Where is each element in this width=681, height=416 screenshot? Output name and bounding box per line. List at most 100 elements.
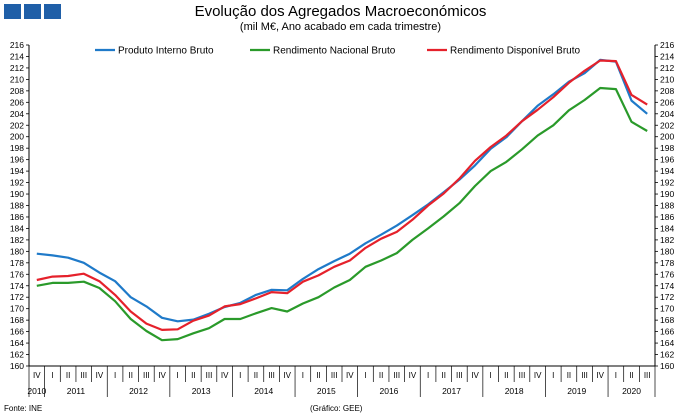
x-tick-label: III xyxy=(331,371,338,380)
y-tick-label-right: 160 xyxy=(660,361,674,371)
x-tick-label: I xyxy=(239,371,241,380)
x-tick-label: II xyxy=(567,371,571,380)
source-note: Fonte: INE xyxy=(4,404,43,413)
y-tick-label-left: 198 xyxy=(10,143,24,153)
x-tick-label: III xyxy=(644,371,651,380)
y-tick-label-right: 210 xyxy=(660,74,674,84)
series-line-2 xyxy=(36,86,648,342)
x-tick-label: I xyxy=(427,371,429,380)
x-tick-label: II xyxy=(441,371,445,380)
year-label: 2018 xyxy=(505,386,524,396)
y-tick-label-left: 208 xyxy=(10,86,24,96)
x-tick-label: I xyxy=(364,371,366,380)
x-tick-label: III xyxy=(80,371,87,380)
y-tick-label-right: 166 xyxy=(660,327,674,337)
y-tick-label-left: 194 xyxy=(10,166,24,176)
x-tick-label: III xyxy=(519,371,526,380)
x-tick-label: III xyxy=(268,371,275,380)
brand-square-1 xyxy=(4,4,21,19)
y-tick-label-left: 172 xyxy=(10,292,24,302)
series-line-3 xyxy=(36,59,648,331)
x-tick-label: III xyxy=(581,371,588,380)
x-tick-label: III xyxy=(393,371,400,380)
x-tick-label: IV xyxy=(221,371,229,380)
y-tick-label-right: 198 xyxy=(660,143,674,153)
y-tick-label-left: 160 xyxy=(10,361,24,371)
y-tick-label-left: 192 xyxy=(10,178,24,188)
y-tick-label-right: 186 xyxy=(660,212,674,222)
y-tick-label-right: 172 xyxy=(660,292,674,302)
chart-title: Evolução dos Agregados Macroeconómicos xyxy=(194,3,487,20)
credit-note: (Gráfico: GEE) xyxy=(310,404,363,413)
x-tick-label: I xyxy=(51,371,53,380)
year-label: 2011 xyxy=(67,386,86,396)
y-tick-label-left: 214 xyxy=(10,51,24,61)
y-tick-label-right: 168 xyxy=(660,315,674,325)
y-tick-label-left: 196 xyxy=(10,155,24,165)
y-tick-label-left: 162 xyxy=(10,350,24,360)
y-tick-label-right: 182 xyxy=(660,235,674,245)
x-tick-label: II xyxy=(128,371,132,380)
y-tick-label-right: 164 xyxy=(660,338,674,348)
x-tick-label: I xyxy=(490,371,492,380)
legend-label-1: Produto Interno Bruto xyxy=(118,46,214,57)
y-tick-label-left: 168 xyxy=(10,315,24,325)
year-label: 2019 xyxy=(567,386,586,396)
x-tick-label: II xyxy=(191,371,195,380)
series-line-1 xyxy=(36,58,648,323)
y-tick-label-left: 210 xyxy=(10,74,24,84)
year-label: 2015 xyxy=(317,386,336,396)
y-tick-label-right: 200 xyxy=(660,132,674,142)
x-tick-label: IV xyxy=(534,371,542,380)
y-tick-label-left: 178 xyxy=(10,258,24,268)
x-tick-label: IV xyxy=(409,371,417,380)
year-label: 2010 xyxy=(27,386,46,396)
x-tick-label: III xyxy=(206,371,213,380)
x-tick-label: I xyxy=(615,371,617,380)
y-tick-label-left: 186 xyxy=(10,212,24,222)
x-tick-label: I xyxy=(177,371,179,380)
chart-subtitle: (mil M€, Ano acabado em cada trimestre) xyxy=(239,21,442,33)
y-tick-label-right: 180 xyxy=(660,246,674,256)
x-tick-label: IV xyxy=(158,371,166,380)
x-tick-label: I xyxy=(302,371,304,380)
x-tick-label: II xyxy=(504,371,508,380)
x-tick-label: I xyxy=(114,371,116,380)
y-tick-label-right: 174 xyxy=(660,281,674,291)
y-tick-label-left: 206 xyxy=(10,97,24,107)
y-tick-label-right: 206 xyxy=(660,97,674,107)
y-tick-label-right: 212 xyxy=(660,63,674,73)
legend-label-3: Rendimento Disponível Bruto xyxy=(450,46,581,57)
y-tick-label-right: 216 xyxy=(660,40,674,50)
x-tick-label: IV xyxy=(96,371,104,380)
y-tick-label-right: 208 xyxy=(660,86,674,96)
y-tick-label-right: 188 xyxy=(660,201,674,211)
year-label: 2017 xyxy=(442,386,461,396)
y-tick-label-left: 204 xyxy=(10,109,24,119)
x-tick-label: II xyxy=(629,371,633,380)
y-tick-label-left: 176 xyxy=(10,269,24,279)
x-tick-label: IV xyxy=(33,371,41,380)
x-tick-label: II xyxy=(316,371,320,380)
y-tick-label-right: 162 xyxy=(660,350,674,360)
x-tick-label: II xyxy=(66,371,70,380)
year-label: 2020 xyxy=(622,386,641,396)
y-tick-label-right: 190 xyxy=(660,189,674,199)
y-tick-label-right: 178 xyxy=(660,258,674,268)
x-tick-label: II xyxy=(379,371,383,380)
y-tick-label-left: 164 xyxy=(10,338,24,348)
y-tick-label-right: 184 xyxy=(660,223,674,233)
x-tick-label: IV xyxy=(471,371,479,380)
x-tick-label: IV xyxy=(596,371,604,380)
y-tick-label-left: 216 xyxy=(10,40,24,50)
x-tick-label: IV xyxy=(346,371,354,380)
y-tick-label-left: 182 xyxy=(10,235,24,245)
y-tick-label-right: 214 xyxy=(660,51,674,61)
y-tick-label-right: 170 xyxy=(660,304,674,314)
y-tick-label-left: 188 xyxy=(10,201,24,211)
x-tick-label: III xyxy=(456,371,463,380)
y-tick-label-left: 166 xyxy=(10,327,24,337)
year-label: 2013 xyxy=(192,386,211,396)
x-tick-label: IV xyxy=(283,371,291,380)
